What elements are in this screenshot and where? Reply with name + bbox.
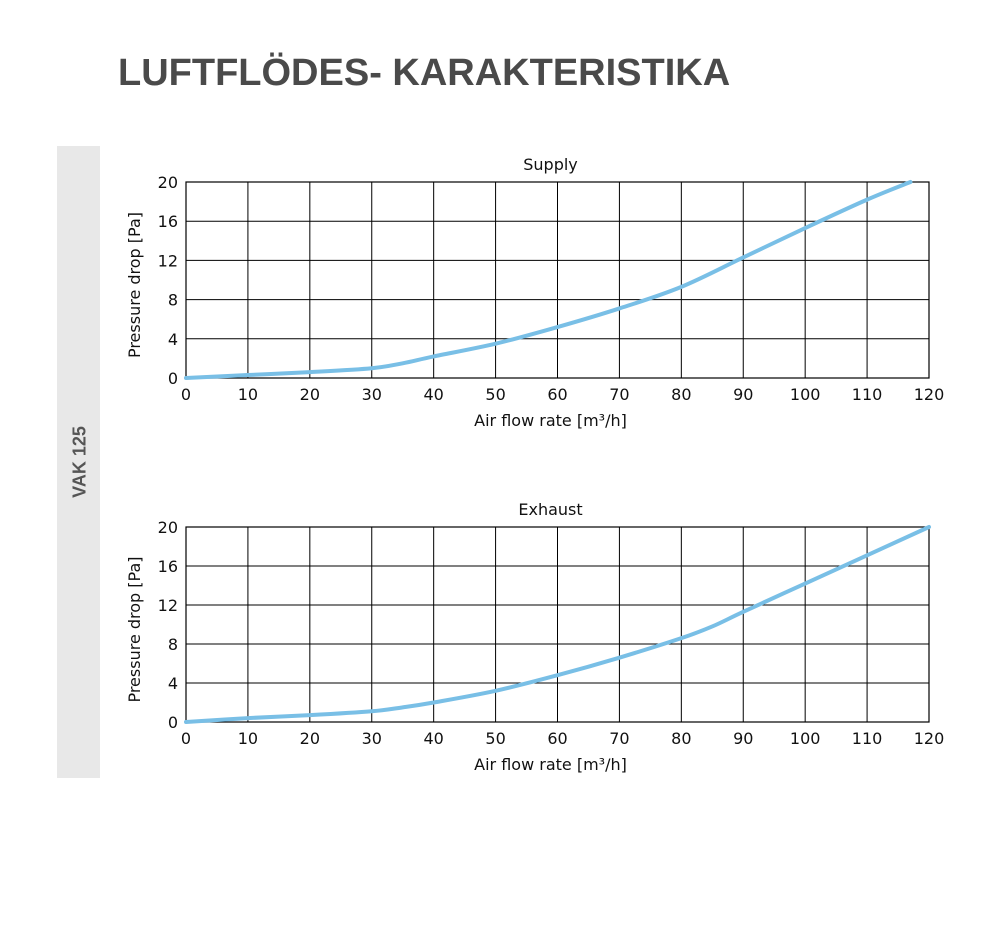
exhaust-x-tick-label: 30 [362,729,382,748]
supply-plot-frame [185,181,930,379]
exhaust-x-tick-label: 110 [852,729,883,748]
exhaust-y-tick-label: 16 [158,557,178,576]
side-band [57,146,100,778]
supply-x-axis-label: Air flow rate [m³/h] [474,411,627,430]
supply-x-tick-label: 110 [852,385,883,404]
exhaust-x-tick-label: 70 [609,729,629,748]
exhaust-x-tick-label: 80 [671,729,691,748]
exhaust-x-tick-label: 60 [547,729,567,748]
exhaust-x-tick-label: 10 [238,729,258,748]
exhaust-y-tick-label: 0 [168,713,178,732]
supply-y-tick-label: 8 [168,291,178,310]
exhaust-y-tick-label: 8 [168,635,178,654]
exhaust-chart-title: Exhaust [518,500,582,519]
supply-x-tick-label: 100 [790,385,821,404]
exhaust-y-tick-label: 12 [158,596,178,615]
supply-y-tick-label: 20 [158,173,178,192]
exhaust-y-tick-label: 4 [168,674,178,693]
supply-y-tick-label: 12 [158,251,178,270]
exhaust-x-tick-label: 20 [300,729,320,748]
supply-x-tick-label: 0 [181,385,191,404]
supply-x-tick-label: 70 [609,385,629,404]
exhaust-x-tick-label: 120 [914,729,945,748]
exhaust-x-tick-label: 90 [733,729,753,748]
exhaust-y-axis-label: Pressure drop [Pa] [125,556,144,702]
exhaust-series-line [184,525,931,724]
page-title: LUFTFLÖDES- KARAKTERISTIKA [118,52,731,94]
exhaust-plot-frame [185,526,930,723]
supply-x-tick-label: 10 [238,385,258,404]
supply-x-tick-label: 30 [362,385,382,404]
supply-chart-title: Supply [523,155,578,174]
supply-y-tick-label: 4 [168,330,178,349]
supply-x-tick-label: 60 [547,385,567,404]
exhaust-x-tick-label: 0 [181,729,191,748]
supply-x-tick-label: 120 [914,385,945,404]
supply-x-tick-label: 50 [485,385,505,404]
exhaust-x-tick-label: 40 [423,729,443,748]
supply-x-tick-label: 20 [300,385,320,404]
supply-x-tick-label: 80 [671,385,691,404]
supply-x-tick-label: 40 [423,385,443,404]
exhaust-x-axis-label: Air flow rate [m³/h] [474,755,627,774]
supply-y-axis-label: Pressure drop [Pa] [125,212,144,358]
exhaust-x-tick-label: 50 [485,729,505,748]
supply-series-line [184,180,913,380]
supply-x-tick-label: 90 [733,385,753,404]
supply-y-tick-label: 0 [168,369,178,388]
exhaust-y-tick-label: 20 [158,518,178,537]
supply-y-tick-label: 16 [158,212,178,231]
exhaust-x-tick-label: 100 [790,729,821,748]
